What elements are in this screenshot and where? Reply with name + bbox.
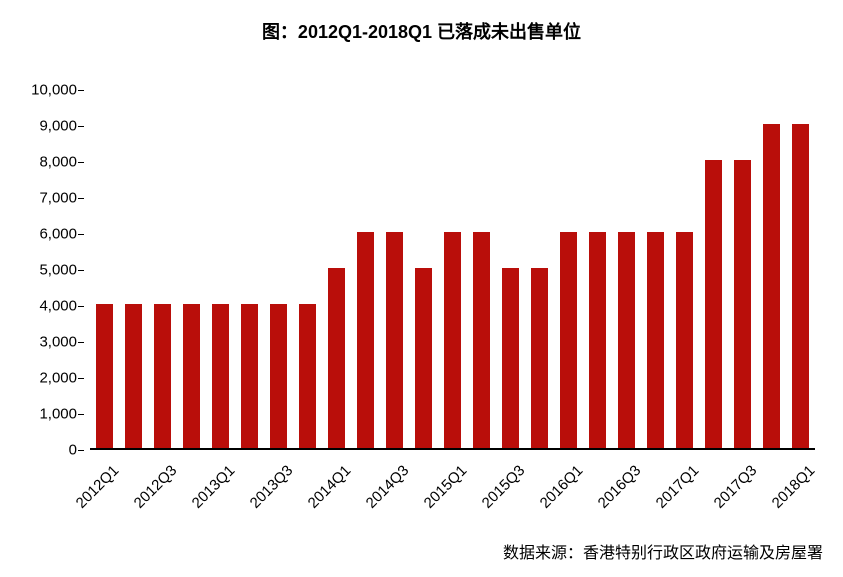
- bar: [270, 304, 288, 448]
- bar: [531, 268, 549, 448]
- y-tick-mark: [78, 234, 84, 235]
- bar: [386, 232, 404, 448]
- x-tick-label: 2013Q1: [189, 462, 239, 512]
- chart-container: 图：2012Q1-2018Q1 已落成未出售单位 0 1,000 2,000 3,00…: [0, 0, 843, 577]
- y-tick-label: 8,000: [17, 154, 77, 171]
- x-tick-label: 2017Q1: [653, 462, 703, 512]
- bar: [415, 268, 433, 448]
- y-tick-label: 0: [17, 442, 77, 459]
- y-tick-mark: [78, 342, 84, 343]
- y-tick-mark: [78, 162, 84, 163]
- y-tick-label: 6,000: [17, 226, 77, 243]
- x-tick-label: 2012Q1: [73, 462, 123, 512]
- x-tick-label: 2014Q3: [363, 462, 413, 512]
- y-tick-label: 10,000: [17, 82, 77, 99]
- x-axis-labels: 2012Q12012Q32013Q12013Q32014Q12014Q32015…: [90, 456, 815, 536]
- y-tick-label: 3,000: [17, 334, 77, 351]
- y-tick-label: 9,000: [17, 118, 77, 135]
- data-source: 数据来源：香港特别行政区政府运输及房屋署: [503, 539, 823, 563]
- x-tick-label: 2014Q1: [305, 462, 355, 512]
- bar: [96, 304, 114, 448]
- bar: [212, 304, 230, 448]
- x-tick-label: 2015Q3: [479, 462, 529, 512]
- bar: [241, 304, 259, 448]
- y-tick-mark: [78, 450, 84, 451]
- plot-region: [90, 90, 815, 450]
- bar: [705, 160, 723, 448]
- x-tick-label: 2015Q1: [421, 462, 471, 512]
- x-tick-label: 2018Q1: [769, 462, 819, 512]
- bar: [647, 232, 665, 448]
- bar: [589, 232, 607, 448]
- y-tick-label: 5,000: [17, 262, 77, 279]
- x-tick-label: 2012Q3: [131, 462, 181, 512]
- bar: [183, 304, 201, 448]
- y-tick-label: 7,000: [17, 190, 77, 207]
- y-tick-mark: [78, 90, 84, 91]
- y-tick-label: 2,000: [17, 370, 77, 387]
- bars-group: [90, 90, 815, 448]
- bar: [328, 268, 346, 448]
- y-tick-mark: [78, 306, 84, 307]
- chart-title: 图：2012Q1-2018Q1 已落成未出售单位: [0, 18, 843, 44]
- x-tick-label: 2016Q3: [595, 462, 645, 512]
- bar: [154, 304, 172, 448]
- bar: [792, 124, 810, 448]
- y-tick-label: 1,000: [17, 406, 77, 423]
- bar: [763, 124, 781, 448]
- bar: [473, 232, 491, 448]
- bar: [357, 232, 375, 448]
- bar: [502, 268, 520, 448]
- chart-area: 0 1,000 2,000 3,000 4,000 5,000 6,000 7,000 8,00…: [20, 60, 830, 520]
- bar: [618, 232, 636, 448]
- bar: [125, 304, 143, 448]
- y-tick-mark: [78, 414, 84, 415]
- x-tick-label: 2016Q1: [537, 462, 587, 512]
- bar: [299, 304, 317, 448]
- bar: [734, 160, 752, 448]
- x-tick-label: 2013Q3: [247, 462, 297, 512]
- y-axis-ticks: 01,0002,0003,0004,0005,0006,0007,0008,00…: [20, 90, 85, 450]
- bar: [676, 232, 694, 448]
- y-tick-label: 4,000: [17, 298, 77, 315]
- y-tick-mark: [78, 126, 84, 127]
- bar: [444, 232, 462, 448]
- y-tick-mark: [78, 378, 84, 379]
- x-tick-label: 2017Q3: [711, 462, 761, 512]
- bar: [560, 232, 578, 448]
- y-tick-mark: [78, 198, 84, 199]
- y-tick-mark: [78, 270, 84, 271]
